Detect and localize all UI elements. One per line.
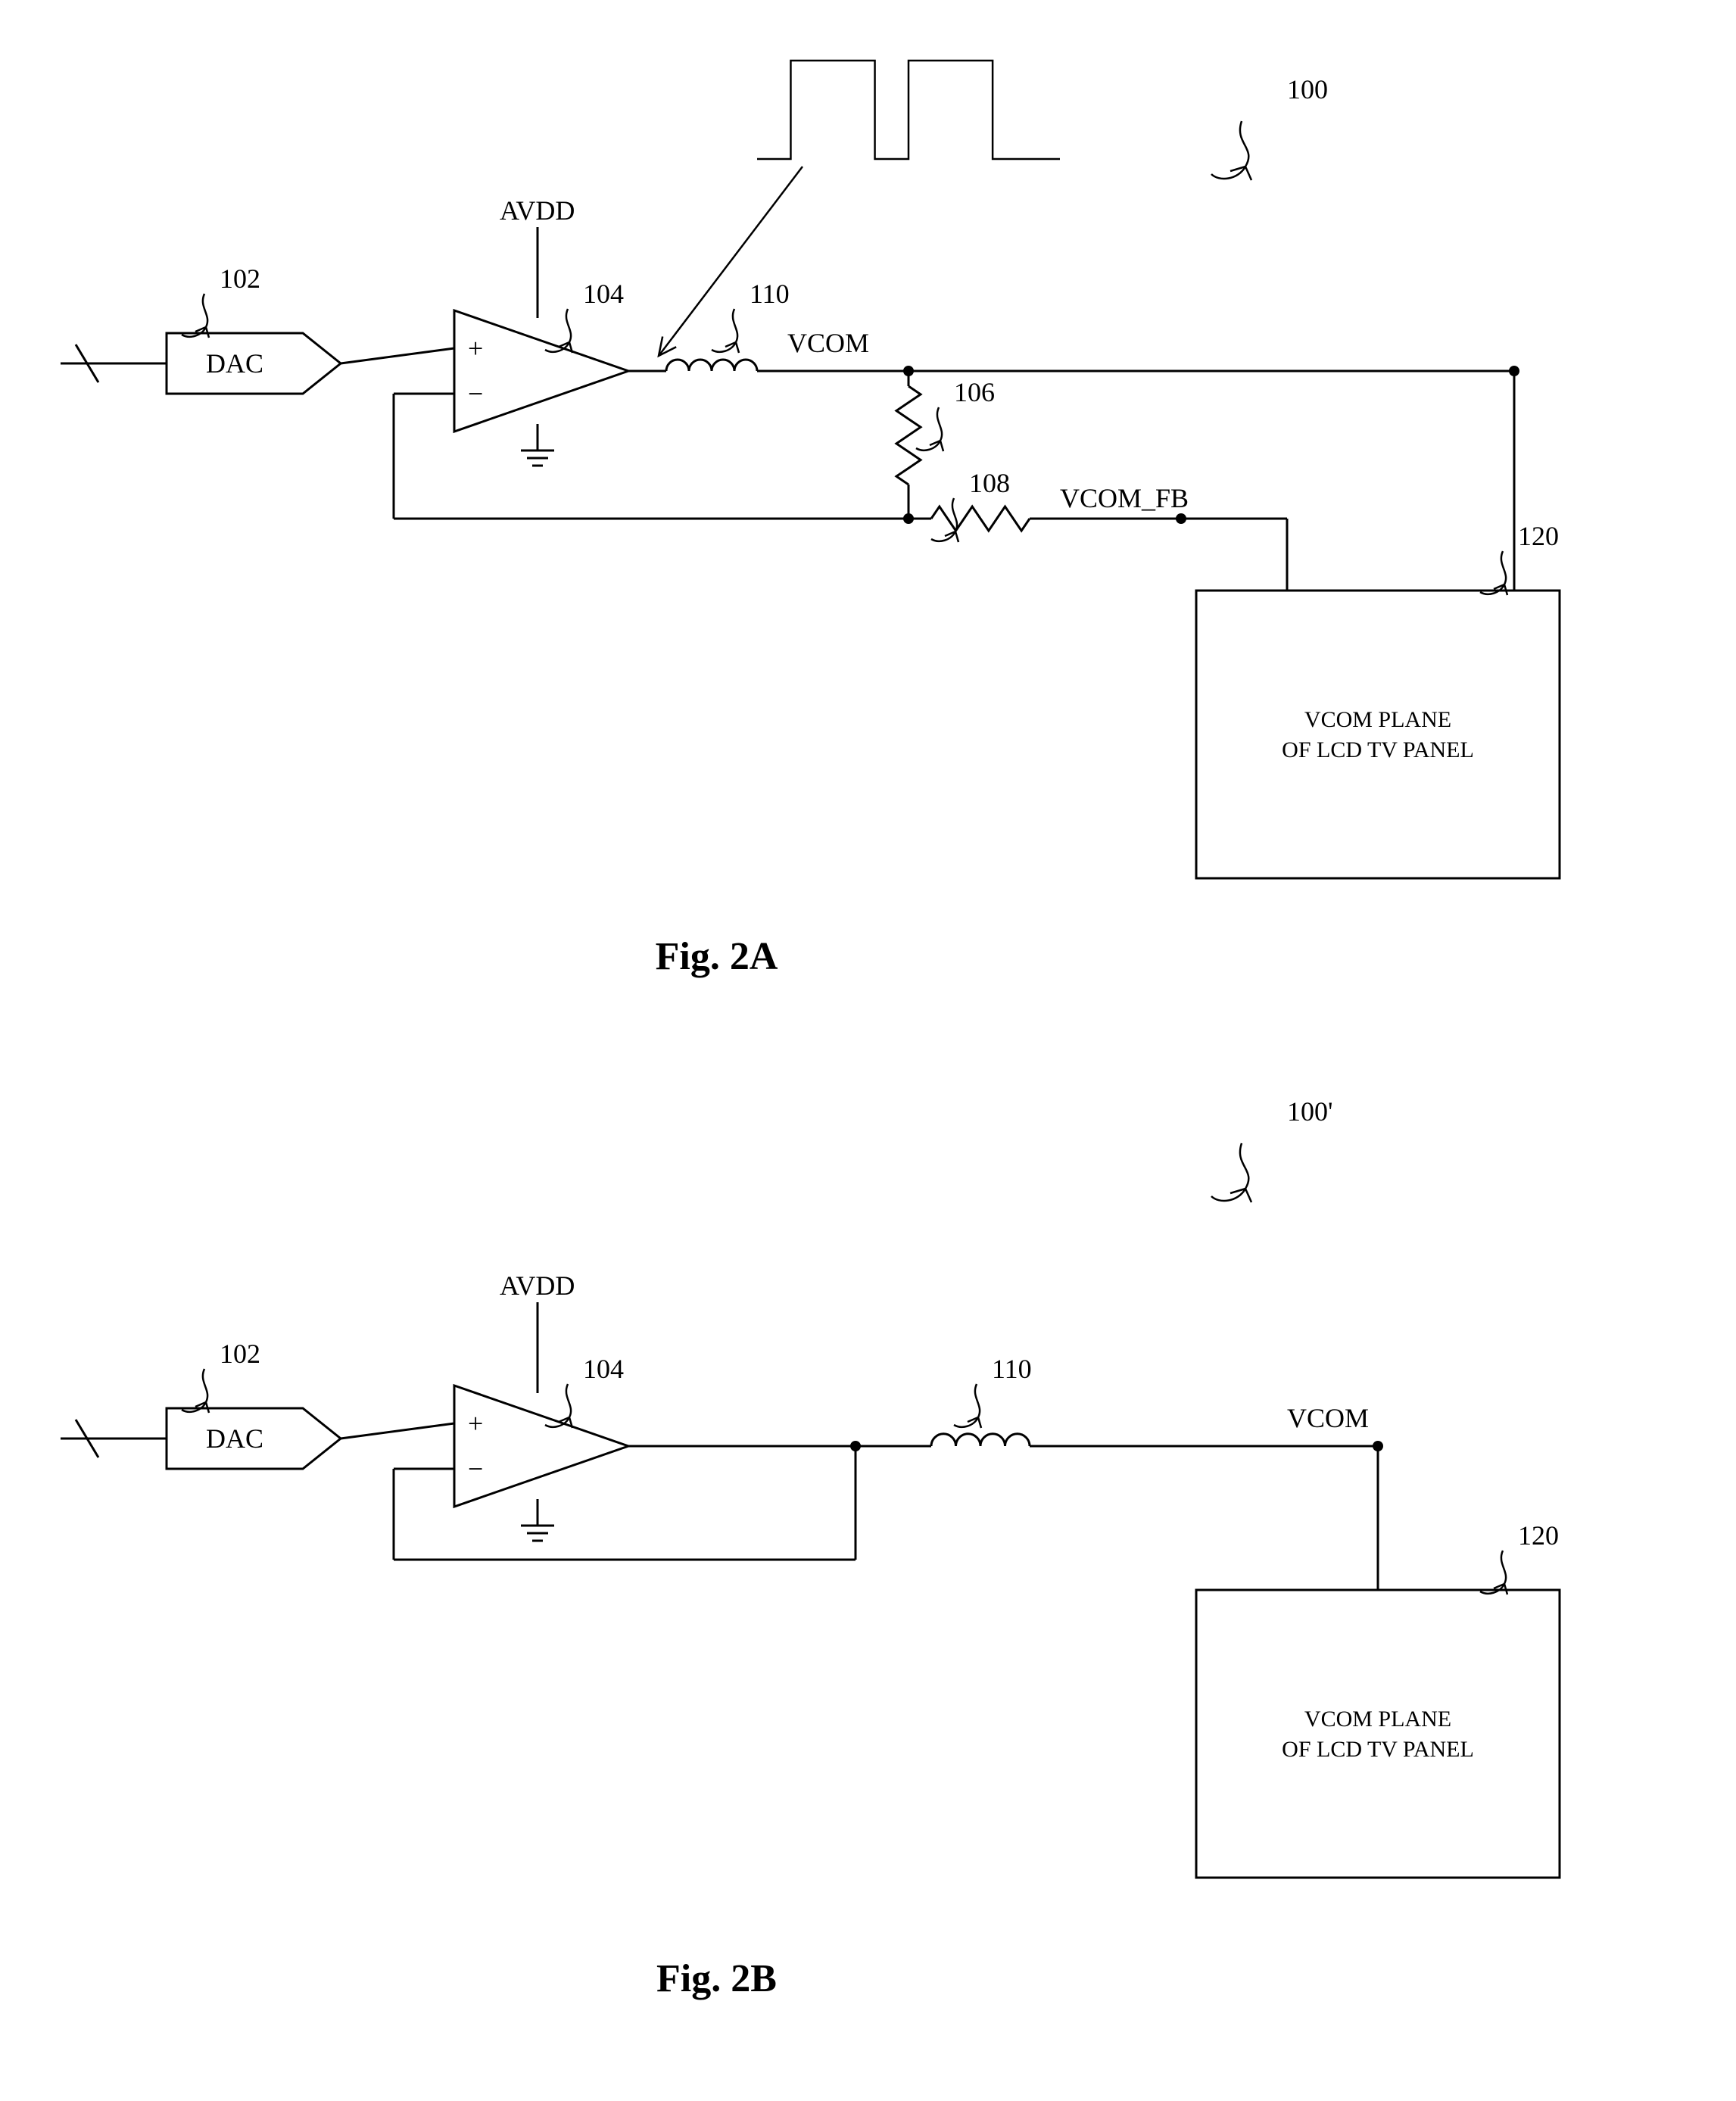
svg-text:−: − (468, 379, 483, 409)
svg-text:Fig. 2B: Fig. 2B (656, 1957, 777, 2000)
svg-text:VCOM PLANE: VCOM PLANE (1304, 1707, 1451, 1732)
svg-text:120: 120 (1518, 521, 1559, 551)
figure-2b: 100' DAC 102 + − 104 AVDD 110 VCOM VCOM PLANE OF L… (61, 1096, 1560, 2000)
svg-text:100': 100' (1287, 1096, 1333, 1127)
svg-text:102: 102 (220, 1339, 260, 1369)
svg-text:VCOM_FB: VCOM_FB (1060, 483, 1189, 513)
svg-text:+: + (468, 333, 483, 363)
svg-text:108: 108 (969, 468, 1010, 498)
svg-text:106: 106 (954, 377, 995, 407)
svg-text:VCOM: VCOM (1287, 1403, 1369, 1433)
figure-2a: 100 DAC 102 + − 104 AVDD 110 VCOM 106 108 VCOM_FB VC… (61, 61, 1560, 978)
svg-text:104: 104 (583, 279, 624, 309)
svg-text:OF LCD TV PANEL: OF LCD TV PANEL (1282, 737, 1474, 762)
svg-text:Fig. 2A: Fig. 2A (656, 935, 778, 978)
svg-text:110: 110 (750, 279, 790, 309)
svg-text:VCOM PLANE: VCOM PLANE (1304, 707, 1451, 732)
svg-text:+: + (468, 1408, 483, 1439)
svg-text:OF LCD TV PANEL: OF LCD TV PANEL (1282, 1737, 1474, 1762)
svg-text:104: 104 (583, 1354, 624, 1384)
svg-text:120: 120 (1518, 1520, 1559, 1551)
svg-text:110: 110 (992, 1354, 1032, 1384)
svg-text:VCOM: VCOM (787, 328, 869, 358)
svg-text:AVDD: AVDD (500, 1270, 575, 1301)
svg-text:100: 100 (1287, 74, 1328, 104)
svg-text:−: − (468, 1454, 483, 1484)
svg-text:102: 102 (220, 263, 260, 294)
svg-text:AVDD: AVDD (500, 195, 575, 226)
svg-text:DAC: DAC (206, 348, 263, 379)
svg-text:DAC: DAC (206, 1423, 263, 1454)
